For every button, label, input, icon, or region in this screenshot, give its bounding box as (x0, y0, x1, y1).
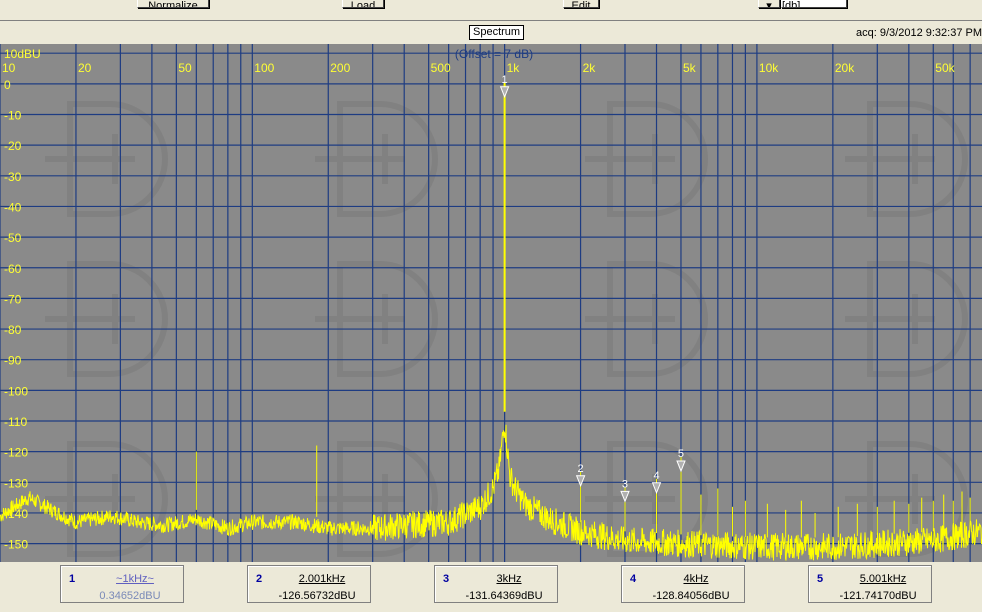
spectrum-title[interactable]: Spectrum (469, 25, 525, 40)
y-tick-label: -130 (4, 476, 28, 490)
x-axis-ticks: 10 20 50 100 200 500 1k 2k 5k 10k 20k 50k (2, 61, 956, 75)
y-tick-label: -90 (4, 354, 22, 368)
y-tick-label: -20 (4, 139, 22, 153)
marker-flag-1 (499, 86, 510, 99)
y-tick-label: -120 (4, 446, 28, 460)
marker-5-value: -121.74170dBU (839, 590, 917, 602)
marker-1-number: 1 (69, 573, 76, 585)
marker-number-2: 2 (578, 463, 584, 475)
marker-number-5: 5 (678, 448, 684, 460)
y-tick-label: 0 (4, 78, 11, 92)
marker-box-4[interactable]: 4 4kHz -128.84056dBU (621, 565, 745, 603)
x-tick-label: 50 (178, 61, 192, 75)
toolbar-separator (0, 20, 982, 21)
marker-number-1: 1 (502, 74, 508, 86)
normalize-button[interactable]: Normalize (137, 0, 209, 8)
marker-4-value: -128.84056dBU (652, 590, 730, 602)
x-tick-label: 200 (330, 61, 350, 75)
marker-2-frequency[interactable]: 2.001kHz (298, 573, 346, 585)
x-tick-label: 100 (254, 61, 274, 75)
spectrum-line (0, 424, 982, 561)
marker-1-frequency[interactable]: ~1kHz~ (116, 573, 154, 585)
marker-3-number: 3 (443, 573, 450, 585)
marker-number-3: 3 (622, 478, 628, 490)
y-tick-label: 10dBU (4, 47, 41, 61)
x-tick-label: 10k (759, 61, 779, 75)
marker-box-5[interactable]: 5 5.001kHz -121.74170dBU (808, 565, 932, 603)
spectrum-header: Spectrum acq: 9/3/2012 9:32:37 PM (0, 22, 982, 44)
marker-box-3[interactable]: 3 3kHz -131.64369dBU (434, 565, 558, 603)
watermark-logo (45, 101, 968, 557)
marker-2-value: -126.56732dBU (278, 590, 356, 602)
edit-button[interactable]: Edit (563, 0, 599, 8)
marker-panel: 1 ~1kHz~ 0.34652dBU 2 2.001kHz -126.5673… (0, 562, 982, 612)
y-axis-ticks: 10dBU 0 -10 -20 -30 -40 -50 -60 -70 -80 -90 -100 -11… (4, 47, 41, 551)
marker-flag-3 (620, 490, 630, 503)
y-tick-label: -60 (4, 262, 22, 276)
y-tick-label: -110 (4, 415, 27, 429)
y-tick-label: -70 (4, 292, 22, 306)
x-tick-label: 500 (431, 61, 451, 75)
marker-number-4: 4 (653, 470, 659, 482)
y-tick-label: -10 (4, 108, 22, 122)
x-tick-label: 5k (683, 61, 697, 75)
combo-field[interactable]: [db] (781, 0, 847, 8)
chevron-down-icon: ▾ (766, 0, 772, 8)
marker-box-2[interactable]: 2 2.001kHz -126.56732dBU (247, 565, 371, 603)
y-tick-label: -50 (4, 231, 22, 245)
y-tick-label: -140 (4, 507, 28, 521)
offset-label: (Offset = 7 dB) (455, 47, 533, 61)
load-button[interactable]: Load (342, 0, 384, 8)
spectrum-plot[interactable]: (Offset = 7 dB) 10 20 50 100 200 500 1k 2k 5k 10k… (0, 44, 982, 562)
x-tick-label: 2k (583, 61, 597, 75)
marker-3-value: -131.64369dBU (465, 590, 543, 602)
marker-4-frequency[interactable]: 4kHz (683, 573, 709, 585)
edit-label: Edit (571, 0, 591, 8)
marker-1-value: 0.34652dBU (99, 590, 161, 602)
marker-5-frequency[interactable]: 5.001kHz (859, 573, 907, 585)
marker-flag-4 (651, 482, 662, 495)
marker-box-1[interactable]: 1 ~1kHz~ 0.34652dBU (60, 565, 184, 603)
y-tick-label: -80 (4, 323, 22, 337)
load-label: Load (350, 0, 376, 8)
grid (0, 44, 982, 562)
plot-background (0, 44, 982, 562)
marker-flag-2 (575, 475, 586, 488)
marker-flag-5 (676, 460, 686, 473)
marker-4-number: 4 (630, 573, 637, 585)
combo-value: [db] (782, 0, 801, 8)
y-tick-label: -100 (4, 384, 28, 398)
x-tick-label: 20 (78, 61, 92, 75)
normalize-label: Normalize (148, 0, 198, 8)
y-tick-label: -30 (4, 170, 22, 184)
y-tick-label: -40 (4, 200, 22, 214)
toolbar: Normalize Load Edit ▾ [db] (0, 0, 982, 20)
x-tick-label: 1k (507, 61, 521, 75)
x-tick-label: 10 (2, 61, 16, 75)
x-tick-label: 20k (835, 61, 855, 75)
marker-flags: 1 2 3 4 5 (499, 74, 686, 503)
acquisition-timestamp: acq: 9/3/2012 9:32:37 PM (856, 27, 982, 39)
x-tick-label: 50k (935, 61, 955, 75)
marker-2-number: 2 (256, 573, 263, 585)
combo-dropdown-button[interactable]: ▾ (758, 0, 780, 8)
marker-3-frequency[interactable]: 3kHz (496, 573, 522, 585)
marker-5-number: 5 (817, 573, 824, 585)
y-tick-label: -150 (4, 538, 28, 552)
